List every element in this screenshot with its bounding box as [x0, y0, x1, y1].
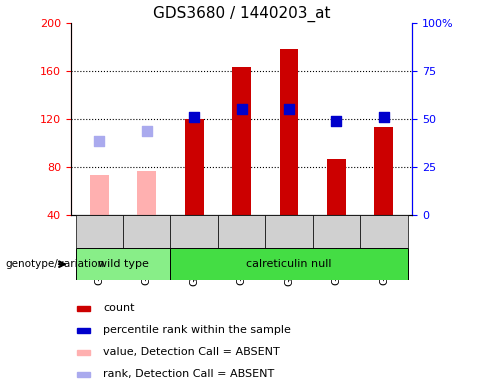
Bar: [77, 306, 90, 311]
Point: [95, 137, 103, 144]
Title: GDS3680 / 1440203_at: GDS3680 / 1440203_at: [153, 5, 330, 22]
Text: calreticulin null: calreticulin null: [246, 259, 332, 269]
Bar: [77, 372, 90, 377]
Text: value, Detection Call = ABSENT: value, Detection Call = ABSENT: [103, 347, 280, 357]
Point: [143, 128, 151, 134]
Bar: [137, 170, 156, 215]
Text: count: count: [103, 303, 135, 313]
Point: [285, 106, 293, 113]
Point: [380, 114, 388, 120]
Text: wild type: wild type: [98, 259, 148, 269]
Point: [238, 106, 245, 113]
Bar: [184, 119, 203, 215]
Bar: [77, 328, 90, 333]
Bar: [313, 215, 360, 248]
Point: [190, 114, 198, 120]
Bar: [280, 50, 299, 215]
Bar: [123, 215, 170, 248]
Bar: [77, 350, 90, 354]
Bar: [218, 215, 265, 248]
Bar: [170, 248, 407, 280]
Bar: [327, 159, 346, 215]
Bar: [374, 127, 393, 215]
Text: percentile rank within the sample: percentile rank within the sample: [103, 325, 291, 335]
Bar: [232, 68, 251, 215]
Bar: [360, 215, 407, 248]
Point: [332, 118, 340, 124]
Bar: [76, 248, 170, 280]
Text: genotype/variation: genotype/variation: [5, 259, 104, 269]
Bar: [76, 215, 123, 248]
Bar: [170, 215, 218, 248]
Bar: [265, 215, 313, 248]
Bar: [90, 175, 109, 215]
Text: rank, Detection Call = ABSENT: rank, Detection Call = ABSENT: [103, 369, 274, 379]
